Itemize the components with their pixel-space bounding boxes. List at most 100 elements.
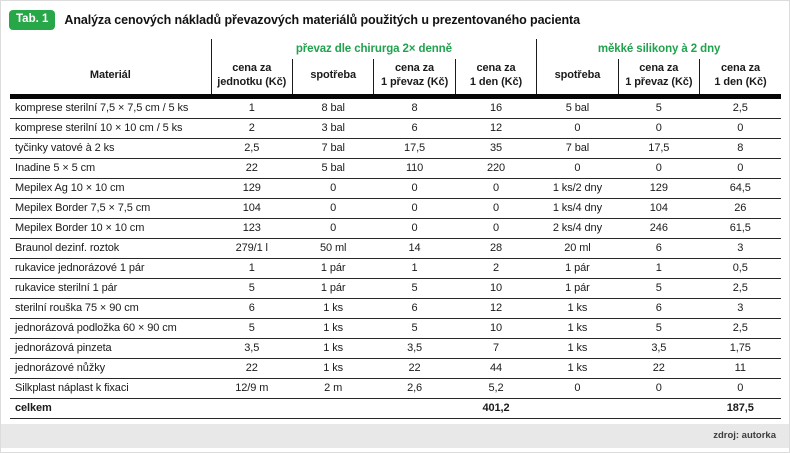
group-header-spacer — [10, 39, 211, 59]
value-cell: 10 — [455, 278, 537, 299]
value-cell: 0 — [618, 378, 700, 399]
column-header-per-day-1: cena za 1 den (Kč) — [454, 58, 537, 99]
table-row: Braunol dezinf. roztok 279/1 l 50 ml 14 28 20… — [10, 238, 781, 259]
material-cell: jednorázová pinzeta — [10, 338, 212, 359]
table-row: jednorázové nůžky 22 1 ks 22 44 1 ks 22 11 — [10, 358, 781, 379]
value-cell: 5 bal — [292, 158, 374, 179]
value-cell: 1 ks/4 dny — [536, 198, 619, 219]
value-cell: 1 ks — [292, 358, 374, 379]
material-cell: jednorázová podložka 60 × 90 cm — [10, 318, 212, 339]
table-number-badge: Tab. 1 — [9, 10, 56, 30]
value-cell: 5 — [373, 278, 456, 299]
column-header-material: Materiál — [10, 58, 212, 99]
column-header-per-dressing-2: cena za 1 převaz (Kč) — [617, 58, 700, 99]
value-cell: 6 — [618, 298, 700, 319]
value-cell: 5 — [373, 318, 456, 339]
value-cell: 220 — [455, 158, 537, 179]
value-cell: 2 ks/4 dny — [536, 218, 619, 239]
material-cell: komprese sterilní 7,5 × 7,5 cm / 5 ks — [10, 96, 212, 119]
value-cell: 6 — [373, 118, 456, 139]
value-cell: 5 — [211, 318, 293, 339]
value-cell: 0 — [699, 118, 781, 139]
value-cell: 5 — [211, 278, 293, 299]
value-cell: 1 — [211, 96, 293, 119]
value-cell: 1 ks — [536, 358, 619, 379]
value-cell: 17,5 — [618, 138, 700, 159]
value-cell: 2,5 — [699, 278, 781, 299]
column-header-per-dressing-1: cena za 1 převaz (Kč) — [373, 58, 456, 99]
material-cell: Inadine 5 × 5 cm — [10, 158, 212, 179]
value-cell: 0 — [373, 198, 456, 219]
value-cell: 1 ks — [536, 318, 619, 339]
value-cell: 28 — [455, 238, 537, 259]
source-bar: zdroj: autorka — [1, 424, 789, 448]
value-cell: 7 — [455, 338, 537, 359]
source-note: zdroj: autorka — [713, 430, 776, 441]
value-cell: 1 ks/2 dny — [536, 178, 619, 199]
value-cell: 5 — [618, 96, 700, 119]
value-cell: 1 pár — [536, 258, 619, 279]
value-cell: 0 — [699, 378, 781, 399]
value-cell: 279/1 l — [211, 238, 293, 259]
table-row: Mepilex Ag 10 × 10 cm 129 0 0 0 1 ks/2 dny 129… — [10, 178, 781, 199]
value-cell: 1 pár — [292, 278, 374, 299]
value-cell: 2,5 — [699, 318, 781, 339]
value-cell: 104 — [211, 198, 293, 219]
material-cell: sterilní rouška 75 × 90 cm — [10, 298, 212, 319]
material-cell: Mepilex Ag 10 × 10 cm — [10, 178, 212, 199]
cost-analysis-table: převaz dle chirurga 2× denně měkké silik… — [10, 38, 781, 419]
value-cell: 0 — [292, 198, 374, 219]
value-cell: 8 — [699, 138, 781, 159]
value-cell: 5 — [618, 278, 700, 299]
material-cell: rukavice sterilní 1 pár — [10, 278, 212, 299]
figure-title-row: Tab. 1 Analýza cenových nákladů převazov… — [1, 1, 789, 30]
value-cell: 0 — [618, 158, 700, 179]
value-cell: 129 — [618, 178, 700, 199]
value-cell — [292, 398, 374, 419]
value-cell: 1 ks — [292, 298, 374, 319]
material-cell: komprese sterilní 10 × 10 cm / 5 ks — [10, 118, 212, 139]
group-header-surgeon-dressing: převaz dle chirurga 2× denně — [210, 38, 537, 59]
group-header-soft-silicone: měkké silikony à 2 dny — [536, 38, 781, 59]
value-cell: 187,5 — [699, 398, 781, 419]
table-row: rukavice sterilní 1 pár 5 1 pár 5 10 1 pár 5 2,… — [10, 278, 781, 299]
value-cell: 3,5 — [373, 338, 456, 359]
value-cell — [211, 398, 293, 419]
value-cell: 3,5 — [211, 338, 293, 359]
material-cell: rukavice jednorázové 1 pár — [10, 258, 212, 279]
table-header: převaz dle chirurga 2× denně měkké silik… — [10, 38, 781, 99]
value-cell: 5 bal — [536, 96, 619, 119]
table-row: Inadine 5 × 5 cm 22 5 bal 110 220 0 0 0 — [10, 158, 781, 179]
value-cell: 1 — [211, 258, 293, 279]
material-cell: Braunol dezinf. roztok — [10, 238, 212, 259]
value-cell: 8 — [373, 96, 456, 119]
value-cell — [618, 398, 700, 419]
value-cell: 1 pár — [292, 258, 374, 279]
value-cell: 7 bal — [536, 138, 619, 159]
group-header-row: převaz dle chirurga 2× denně měkké silik… — [10, 38, 781, 59]
material-cell: jednorázové nůžky — [10, 358, 212, 379]
value-cell: 2 — [455, 258, 537, 279]
value-cell: 1 ks — [292, 318, 374, 339]
value-cell: 0 — [373, 178, 456, 199]
column-header-per-day-2: cena za 1 den (Kč) — [699, 58, 781, 99]
material-cell: celkem — [10, 398, 212, 419]
value-cell: 17,5 — [373, 138, 456, 159]
value-cell: 0 — [536, 158, 619, 179]
value-cell: 104 — [618, 198, 700, 219]
value-cell: 22 — [211, 158, 293, 179]
value-cell: 0 — [536, 378, 619, 399]
value-cell: 401,2 — [455, 398, 537, 419]
value-cell: 50 ml — [292, 238, 374, 259]
value-cell: 0 — [699, 158, 781, 179]
table-row: sterilní rouška 75 × 90 cm 6 1 ks 6 12 1 ks 6 3 — [10, 298, 781, 319]
value-cell: 26 — [699, 198, 781, 219]
value-cell: 2,5 — [699, 96, 781, 119]
value-cell: 5,2 — [455, 378, 537, 399]
table-row: Mepilex Border 7,5 × 7,5 cm 104 0 0 0 1 ks/4 … — [10, 198, 781, 219]
column-header-consumption-1: spotřeba — [291, 58, 374, 99]
value-cell: 22 — [211, 358, 293, 379]
value-cell: 0 — [455, 198, 537, 219]
